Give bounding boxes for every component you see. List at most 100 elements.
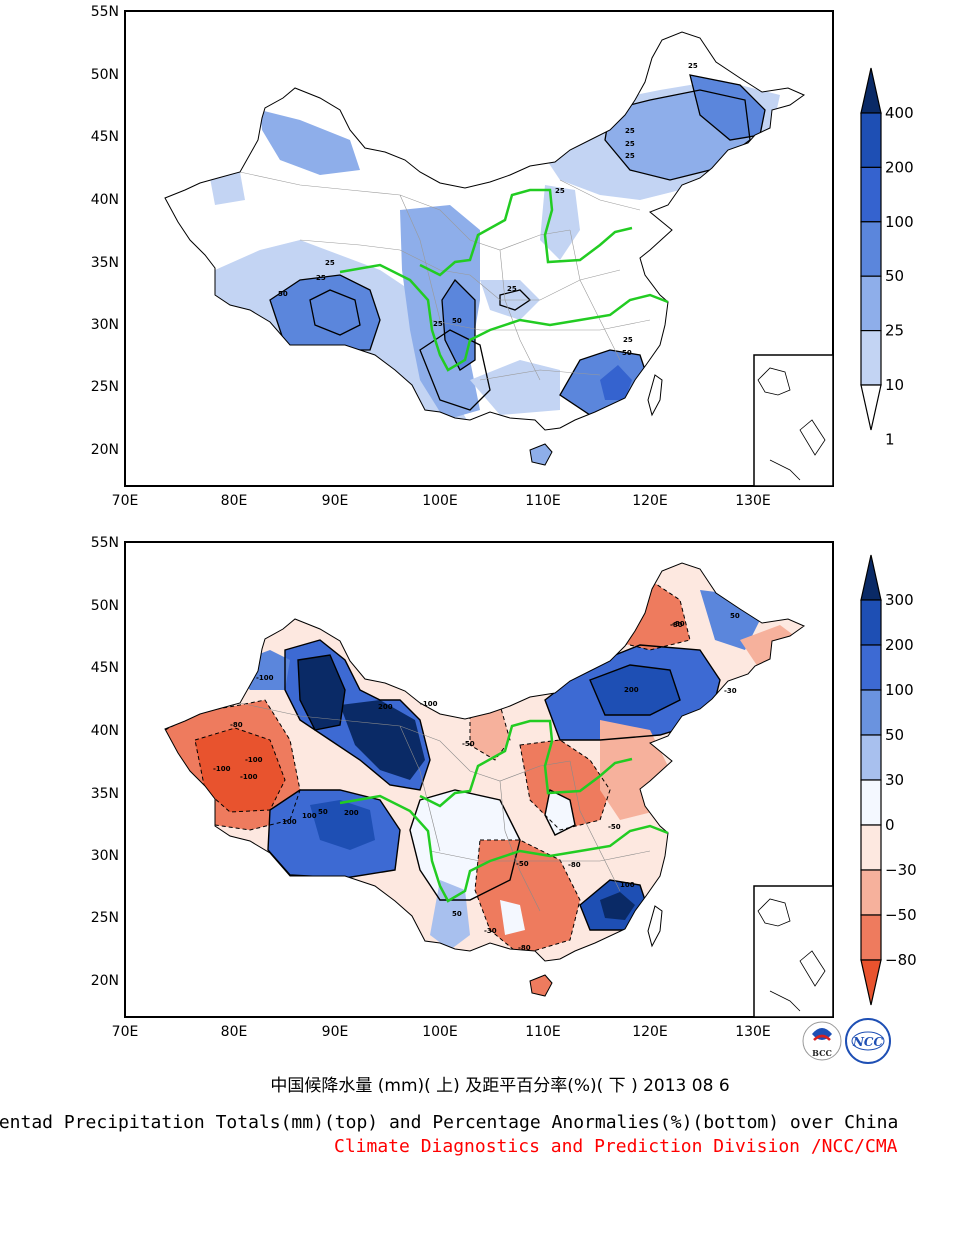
bottom-contour-label: 100 <box>282 818 297 826</box>
colorbar-label: 300 <box>885 591 914 609</box>
colorbar-label: 10 <box>885 376 904 394</box>
colorbar-bottom-arrow <box>860 384 882 431</box>
bcc-logo: BCC <box>802 1021 842 1061</box>
top-lon-label: 90E <box>322 493 349 509</box>
top-lat-label: 35N <box>91 255 119 271</box>
bottom-contour-label: 100 <box>620 881 635 889</box>
bottom-contour-label: -80 <box>230 721 243 729</box>
bottom-lat-label: 45N <box>91 660 119 676</box>
colorbar-bottom-arrow <box>860 959 882 1006</box>
top-contour-label: 25 <box>316 274 326 282</box>
top-lat-label: 40N <box>91 192 119 208</box>
top-contour-label: 25 <box>433 320 443 328</box>
top-lon-label: 130E <box>735 493 771 509</box>
bottom-lon-label: 90E <box>322 1024 349 1040</box>
bottom-contour-label: -80 <box>518 944 531 952</box>
bottom-lon-label: 120E <box>632 1024 668 1040</box>
bottom-lat-label: 55N <box>91 535 119 551</box>
top-rivers <box>339 188 669 372</box>
colorbar-cell <box>860 869 882 916</box>
top-map-panel: 25 25 25 25 25 25 50 25 50 25 25 25 50 5… <box>91 4 914 509</box>
bottom-lat-label: 35N <box>91 786 119 802</box>
top-contour-label: 50 <box>278 290 288 298</box>
bottom-contour-label: 50 <box>318 808 328 816</box>
bottom-lon-labels: 70E 80E 90E 100E 110E 120E 130E <box>112 1024 771 1040</box>
bottom-province-lines <box>239 702 651 912</box>
ncc-logo-text: NCC <box>852 1035 884 1049</box>
top-scs-inset <box>753 354 834 487</box>
colorbar-cell <box>860 275 882 332</box>
bottom-contour-label: -30 <box>724 687 737 695</box>
top-contour-label: 25 <box>555 187 565 195</box>
colorbar-label: 30 <box>885 771 904 789</box>
top-lat-label: 25N <box>91 379 119 395</box>
bottom-contour-label: -80 <box>672 620 685 628</box>
colorbar-cell <box>860 330 882 386</box>
top-lat-label: 20N <box>91 442 119 458</box>
top-lat-label: 55N <box>91 4 119 20</box>
top-lat-label: 50N <box>91 67 119 83</box>
bottom-lat-label: 30N <box>91 848 119 864</box>
bottom-contour-label: -80 <box>670 621 683 629</box>
top-lon-label: 70E <box>112 493 139 509</box>
colorbar-label: 200 <box>885 636 914 654</box>
top-contour-label: 50 <box>452 317 462 325</box>
bottom-contour-label: -50 <box>516 860 529 868</box>
caption-english: Pentad Precipitation Totals(mm)(top) and… <box>0 1112 899 1133</box>
colorbar-label: −50 <box>885 906 917 924</box>
colorbar-label: 100 <box>885 213 914 231</box>
colorbar-cell <box>860 599 882 646</box>
top-lon-label: 110E <box>525 493 561 509</box>
bottom-lon-label: 130E <box>735 1024 771 1040</box>
top-contour-label: 25 <box>688 62 698 70</box>
colorbar-label: 50 <box>885 726 904 744</box>
top-contour-label: 25 <box>507 285 517 293</box>
colorbar-cell <box>860 221 882 277</box>
top-lat-label: 30N <box>91 317 119 333</box>
colorbar-label: 1 <box>885 430 895 448</box>
bottom-lat-label: 40N <box>91 723 119 739</box>
bottom-contour-label: -50 <box>462 740 475 748</box>
bottom-rivers <box>339 719 669 903</box>
ncc-logo: NCC <box>845 1018 891 1064</box>
bottom-contour-label: -80 <box>568 861 581 869</box>
bottom-lon-label: 100E <box>422 1024 458 1040</box>
colorbar-label: −30 <box>885 861 917 879</box>
bottom-contour-label: 200 <box>378 703 393 711</box>
colorbar-cell <box>860 112 882 169</box>
colorbar-label: 200 <box>885 158 914 176</box>
colorbar-cell <box>860 824 882 871</box>
bottom-lon-label: 80E <box>221 1024 248 1040</box>
bottom-contour-label: -100 <box>240 773 258 781</box>
top-lon-label: 120E <box>632 493 668 509</box>
top-lat-label: 45N <box>91 129 119 145</box>
top-contour-label: 25 <box>623 336 633 344</box>
colorbar-cell <box>860 166 882 223</box>
bottom-contour-label: -50 <box>608 823 621 831</box>
colorbar-label: 50 <box>885 267 904 285</box>
top-contour-label: 25 <box>625 140 635 148</box>
bottom-contours <box>267 639 721 931</box>
top-contour-label: 50 <box>622 349 632 357</box>
colorbar-cell <box>860 779 882 826</box>
top-contour-label: 25 <box>625 152 635 160</box>
top-taiwan-island <box>647 374 663 417</box>
bottom-contour-label: -100 <box>213 765 231 773</box>
colorbar-top-arrow <box>860 554 882 601</box>
colorbar-cell <box>860 689 882 736</box>
top-hainan-island <box>529 443 553 466</box>
bottom-lat-label: 20N <box>91 973 119 989</box>
bottom-contour-label: 100 <box>302 812 317 820</box>
bottom-contour-label: 50 <box>452 910 462 918</box>
bottom-contour-label: -100 <box>420 700 438 708</box>
bottom-scs-inset <box>753 885 834 1018</box>
bottom-contour-label: 50 <box>730 612 740 620</box>
bottom-contour-label: 200 <box>624 686 639 694</box>
colorbar-label: 100 <box>885 681 914 699</box>
top-lat-labels: 55N 50N 45N 40N 35N 30N 25N 20N <box>91 4 119 458</box>
colorbar-cell <box>860 914 882 961</box>
bottom-lat-label: 50N <box>91 598 119 614</box>
colorbar-top-arrow <box>860 67 882 114</box>
